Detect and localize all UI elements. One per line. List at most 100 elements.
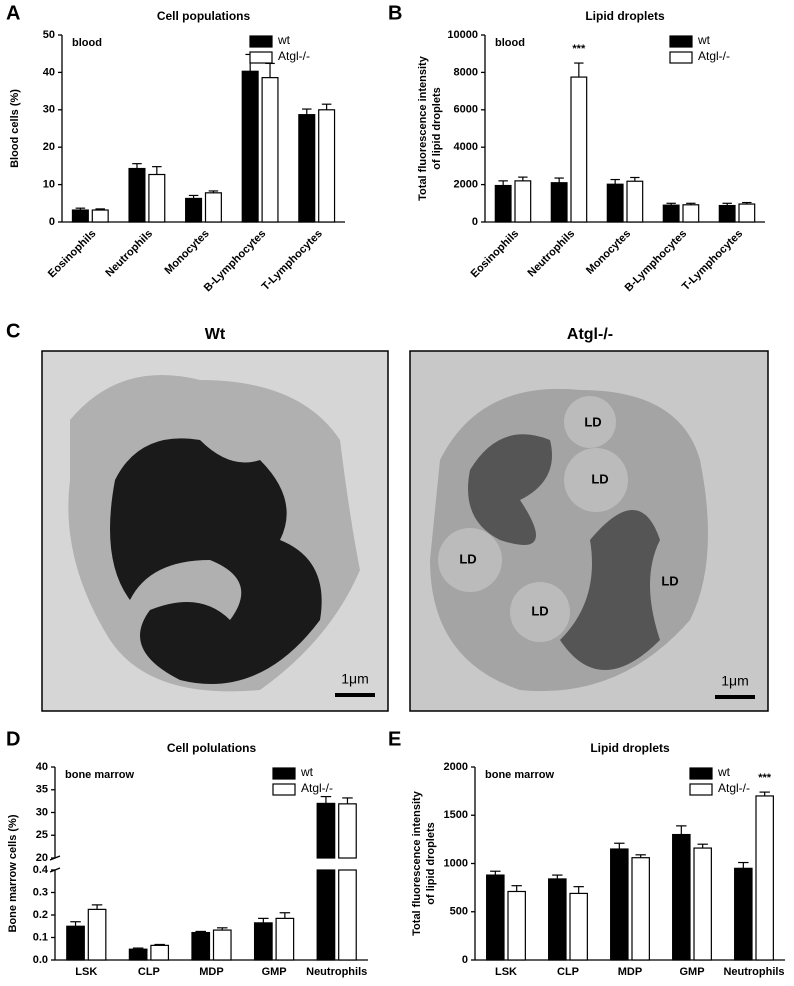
bar <box>253 922 273 961</box>
bar <box>734 867 753 961</box>
legend-label: Atgl-/- <box>301 781 333 795</box>
panel-letter: D <box>6 728 20 750</box>
bar <box>569 892 588 961</box>
bar <box>550 182 568 223</box>
bar <box>66 925 85 961</box>
y-tick-label: 10000 <box>447 29 478 41</box>
legend-swatch <box>689 783 713 796</box>
y-tick-label: 0.1 <box>33 931 48 943</box>
annotation: *** <box>572 43 586 55</box>
ld-label: LD <box>531 603 548 618</box>
y-tick-label: 0 <box>462 954 468 966</box>
bar <box>298 114 316 223</box>
y-tick-label: 20 <box>36 852 48 864</box>
annotation: blood <box>72 37 102 49</box>
y-axis-label: of lipid droplets <box>425 822 437 905</box>
bar <box>338 803 357 859</box>
x-tick-label: GMP <box>679 966 704 978</box>
bar <box>514 180 532 223</box>
legend-swatch <box>249 35 273 48</box>
bar <box>204 192 222 223</box>
bar <box>606 183 624 223</box>
bar <box>738 203 756 223</box>
y-tick-label: 40 <box>43 66 55 78</box>
bar <box>662 204 680 223</box>
y-tick-label: 30 <box>43 104 55 116</box>
chart-title: Lipid droplets <box>585 9 665 23</box>
y-tick-label: 4000 <box>454 141 478 153</box>
legend-swatch <box>272 767 296 780</box>
panel-letter: C <box>6 320 20 342</box>
bar <box>71 209 89 223</box>
y-tick-label: 0 <box>49 216 55 228</box>
x-tick-label: Neutrophils <box>103 228 155 280</box>
y-axis-label: Blood cells (%) <box>9 89 21 168</box>
x-tick-label: Neutrophils <box>306 966 367 978</box>
y-tick-label: 2000 <box>444 761 468 773</box>
x-tick-label: GMP <box>262 966 287 978</box>
y-tick-label: 25 <box>36 829 48 841</box>
legend-swatch <box>689 767 713 780</box>
x-tick-label: Eosinophils <box>469 228 522 281</box>
bar <box>338 869 357 961</box>
bar <box>626 180 644 223</box>
y-tick-label: 2000 <box>454 179 478 191</box>
legend-label: wt <box>300 765 314 779</box>
y-axis-label: Total fluorescence intensity <box>411 790 423 936</box>
bar <box>486 874 505 961</box>
bar <box>128 948 148 961</box>
panel-letter: A <box>6 2 20 24</box>
y-axis-label: of lipid droplets <box>431 87 443 170</box>
bar <box>693 847 712 961</box>
x-tick-label: B-Lymphocytes <box>202 228 269 295</box>
bar <box>87 908 107 961</box>
x-tick-label: CLP <box>138 966 160 978</box>
bar <box>570 76 588 223</box>
annotation: blood <box>495 37 525 49</box>
y-tick-label: 50 <box>43 29 55 41</box>
x-tick-label: MDP <box>618 966 642 978</box>
legend-label: wt <box>717 765 731 779</box>
legend-label: wt <box>277 33 291 47</box>
y-tick-label: 0.3 <box>33 886 48 898</box>
scale-bar-label: 1μm <box>721 673 749 689</box>
x-tick-label: MDP <box>199 966 223 978</box>
legend-swatch <box>669 51 693 64</box>
panel-letter: E <box>388 728 401 750</box>
annotation: bone marrow <box>485 769 555 781</box>
panel-letter: B <box>388 2 402 24</box>
bar <box>682 204 700 223</box>
y-tick-label: 0 <box>472 216 478 228</box>
legend-swatch <box>669 35 693 48</box>
bar <box>316 802 336 859</box>
ld-label: LD <box>584 414 601 429</box>
bar <box>212 929 232 961</box>
ld-label: LD <box>661 573 678 588</box>
y-tick-label: 35 <box>36 784 48 796</box>
annotation: bone marrow <box>65 769 135 781</box>
bar <box>150 944 170 961</box>
bar <box>631 857 650 961</box>
y-tick-label: 20 <box>43 141 55 153</box>
legend-label: Atgl-/- <box>718 781 750 795</box>
y-tick-label: 30 <box>36 806 48 818</box>
x-tick-label: Eosinophils <box>46 228 99 281</box>
micrograph-title: Wt <box>205 326 226 343</box>
bar <box>91 209 109 223</box>
y-tick-label: 1500 <box>444 809 468 821</box>
bar <box>494 184 512 223</box>
annotation: *** <box>758 772 772 784</box>
scale-bar-label: 1μm <box>341 671 369 687</box>
y-tick-label: 0.2 <box>33 909 48 921</box>
y-tick-label: 0.4 <box>33 864 49 876</box>
y-tick-label: 8000 <box>454 66 478 78</box>
x-tick-label: LSK <box>495 966 517 978</box>
micrograph-title: Atgl-/- <box>567 326 613 343</box>
x-tick-label: T-Lymphocytes <box>680 228 745 293</box>
bar <box>275 917 295 961</box>
bar <box>755 795 774 961</box>
x-tick-label: Monocytes <box>163 228 212 277</box>
x-tick-label: Monocytes <box>584 228 633 277</box>
bar <box>191 931 211 961</box>
